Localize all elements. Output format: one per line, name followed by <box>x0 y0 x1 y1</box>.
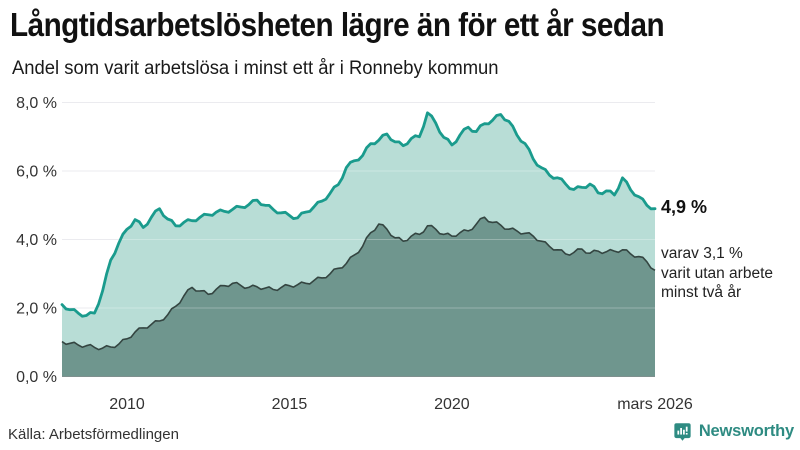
x-tick-label: 2020 <box>434 396 470 413</box>
x-tick-label: 2010 <box>109 396 145 413</box>
newsworthy-wordmark: Newsworthy <box>698 422 794 440</box>
area-min-two-years <box>62 217 655 377</box>
y-tick-label: 6,0 % <box>16 164 57 181</box>
newsworthy-logo[interactable]: Newsworthy <box>672 421 794 442</box>
chart-subtitle: Andel som varit arbetslösa i minst ett å… <box>12 58 499 79</box>
secondary-value-line: minst två år <box>661 284 742 301</box>
y-tick-label: 8,0 % <box>16 95 57 112</box>
chart-title: Långtidsarbetslösheten lägre än för ett … <box>10 6 665 43</box>
line-min-two-years <box>61 216 656 351</box>
latest-value-label: 4,9 % <box>661 197 708 217</box>
line-min-one-year <box>60 111 657 318</box>
secondary-value-label: varav 3,1 % varit utan arbete minst två … <box>661 244 773 303</box>
x-tick-label: mars 2026 <box>617 396 693 413</box>
x-tick-label: 2015 <box>272 396 308 413</box>
secondary-value-line: varit utan arbete <box>661 264 774 282</box>
y-tick-label: 0,0 % <box>16 369 57 386</box>
y-tick-label: 4,0 % <box>16 232 57 249</box>
y-tick-label: 2,0 % <box>16 301 57 318</box>
newsworthy-icon <box>674 423 691 441</box>
source-label: Källa: Arbetsförmedlingen <box>8 426 179 443</box>
secondary-value-line: varav 3,1 % <box>661 245 743 262</box>
